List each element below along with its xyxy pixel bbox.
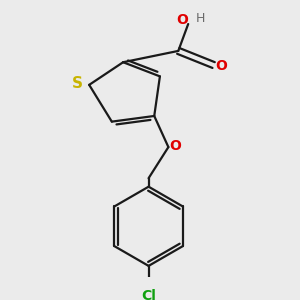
Text: Cl: Cl [141, 289, 156, 300]
Text: O: O [215, 59, 227, 74]
Text: S: S [72, 76, 83, 91]
Text: O: O [169, 139, 181, 153]
Text: O: O [176, 13, 188, 27]
Text: H: H [196, 13, 206, 26]
